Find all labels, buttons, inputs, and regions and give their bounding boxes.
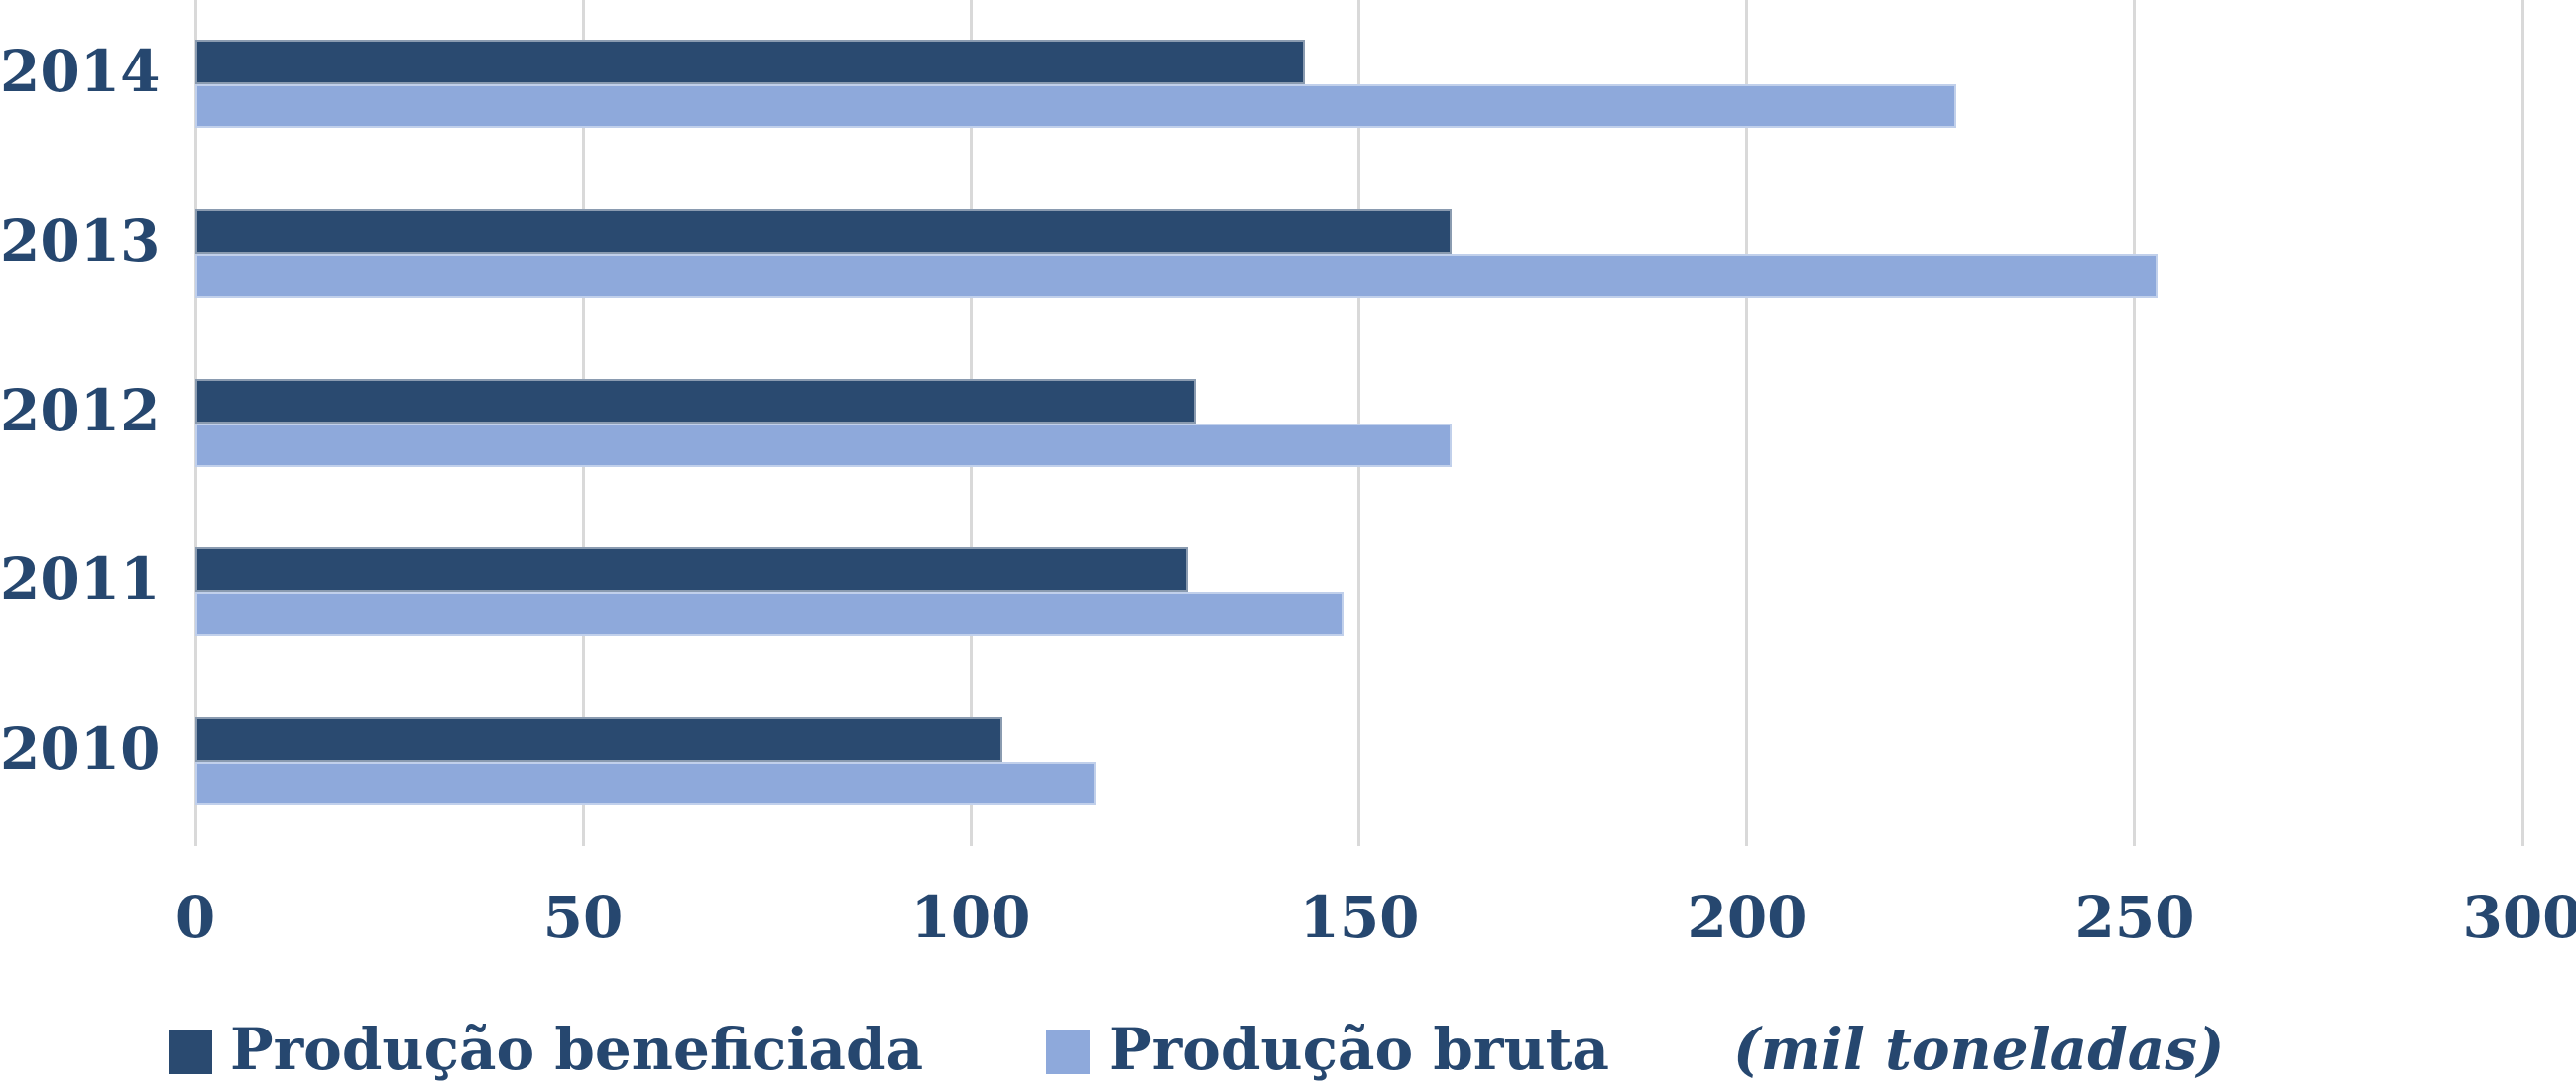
x-tick-label-0: 0 [175,884,216,951]
legend-swatch-producao-bruta [1046,1030,1090,1074]
y-label-2014: 2014 [0,38,161,105]
bar-producao-beneficiada-2013 [195,209,1452,254]
x-tick-label-200: 200 [1687,884,1808,951]
y-label-2011: 2011 [0,546,161,613]
bar-producao-bruta-2014 [195,84,1956,128]
x-tick-label-250: 250 [2074,884,2195,951]
x-tick-label-100: 100 [910,884,1031,951]
gridline-200 [1745,0,1748,846]
unit-note: (mil toneladas) [1733,1016,2225,1083]
bar-producao-beneficiada-2011 [195,547,1188,592]
bar-producao-bruta-2012 [195,424,1452,467]
bar-producao-beneficiada-2012 [195,379,1196,424]
legend-label-producao-bruta: Produção bruta [1109,1016,1610,1083]
y-label-2012: 2012 [0,377,161,444]
legend-swatch-producao-beneficiada [169,1030,212,1074]
bar-producao-bruta-2010 [195,762,1096,805]
x-tick-label-300: 300 [2462,884,2576,951]
x-tick-label-50: 50 [542,884,624,951]
y-label-2010: 2010 [0,715,161,783]
y-label-2013: 2013 [0,207,161,275]
gridline-150 [1357,0,1360,846]
bar-producao-bruta-2013 [195,254,2158,298]
legend-label-producao-beneficiada: Produção beneficiada [230,1016,924,1083]
plot-area [194,0,2524,846]
bar-producao-beneficiada-2010 [195,717,1002,762]
gridline-300 [2521,0,2524,846]
bar-producao-bruta-2011 [195,592,1344,636]
x-tick-label-150: 150 [1299,884,1420,951]
gridline-250 [2133,0,2136,846]
bar-producao-beneficiada-2014 [195,40,1305,84]
